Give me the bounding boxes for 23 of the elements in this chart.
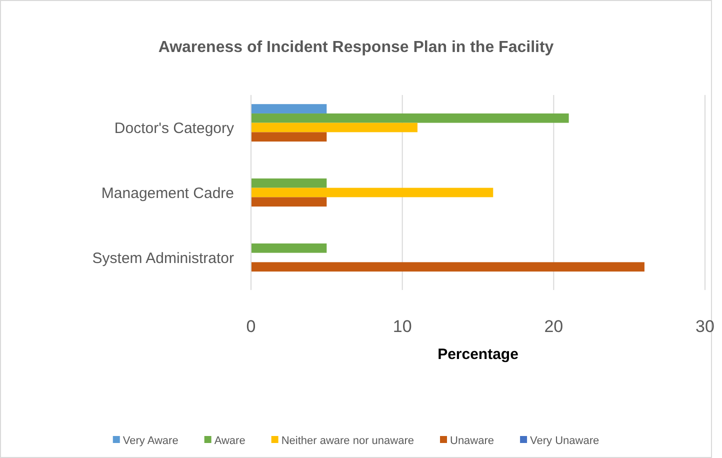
chart-title: Awareness of Incident Response Plan in the Facility bbox=[158, 39, 554, 56]
bar bbox=[251, 262, 644, 272]
bar bbox=[251, 104, 327, 114]
x-tick-label: 30 bbox=[696, 317, 714, 336]
legend-label: Aware bbox=[214, 434, 246, 447]
y-tick-label: System Administrator bbox=[92, 250, 234, 267]
x-tick-label: 0 bbox=[246, 317, 256, 336]
legend-label: Very Aware bbox=[122, 434, 178, 447]
bar bbox=[251, 188, 494, 198]
x-tick-label: 10 bbox=[392, 317, 412, 336]
x-tick-label: 20 bbox=[544, 317, 564, 336]
legend-label: Very Unaware bbox=[530, 434, 600, 447]
bar bbox=[251, 122, 418, 132]
bar bbox=[251, 132, 327, 142]
bar bbox=[251, 197, 327, 207]
bar bbox=[251, 178, 327, 188]
legend-label: Unaware bbox=[450, 434, 494, 447]
y-tick-label: Doctor's Category bbox=[114, 120, 234, 137]
bar bbox=[251, 243, 327, 253]
legend-label: Neither aware nor unaware bbox=[281, 434, 414, 447]
bar bbox=[251, 113, 569, 123]
y-tick-label: Management Cadre bbox=[101, 184, 234, 202]
x-axis-title: Percentage bbox=[438, 346, 518, 363]
